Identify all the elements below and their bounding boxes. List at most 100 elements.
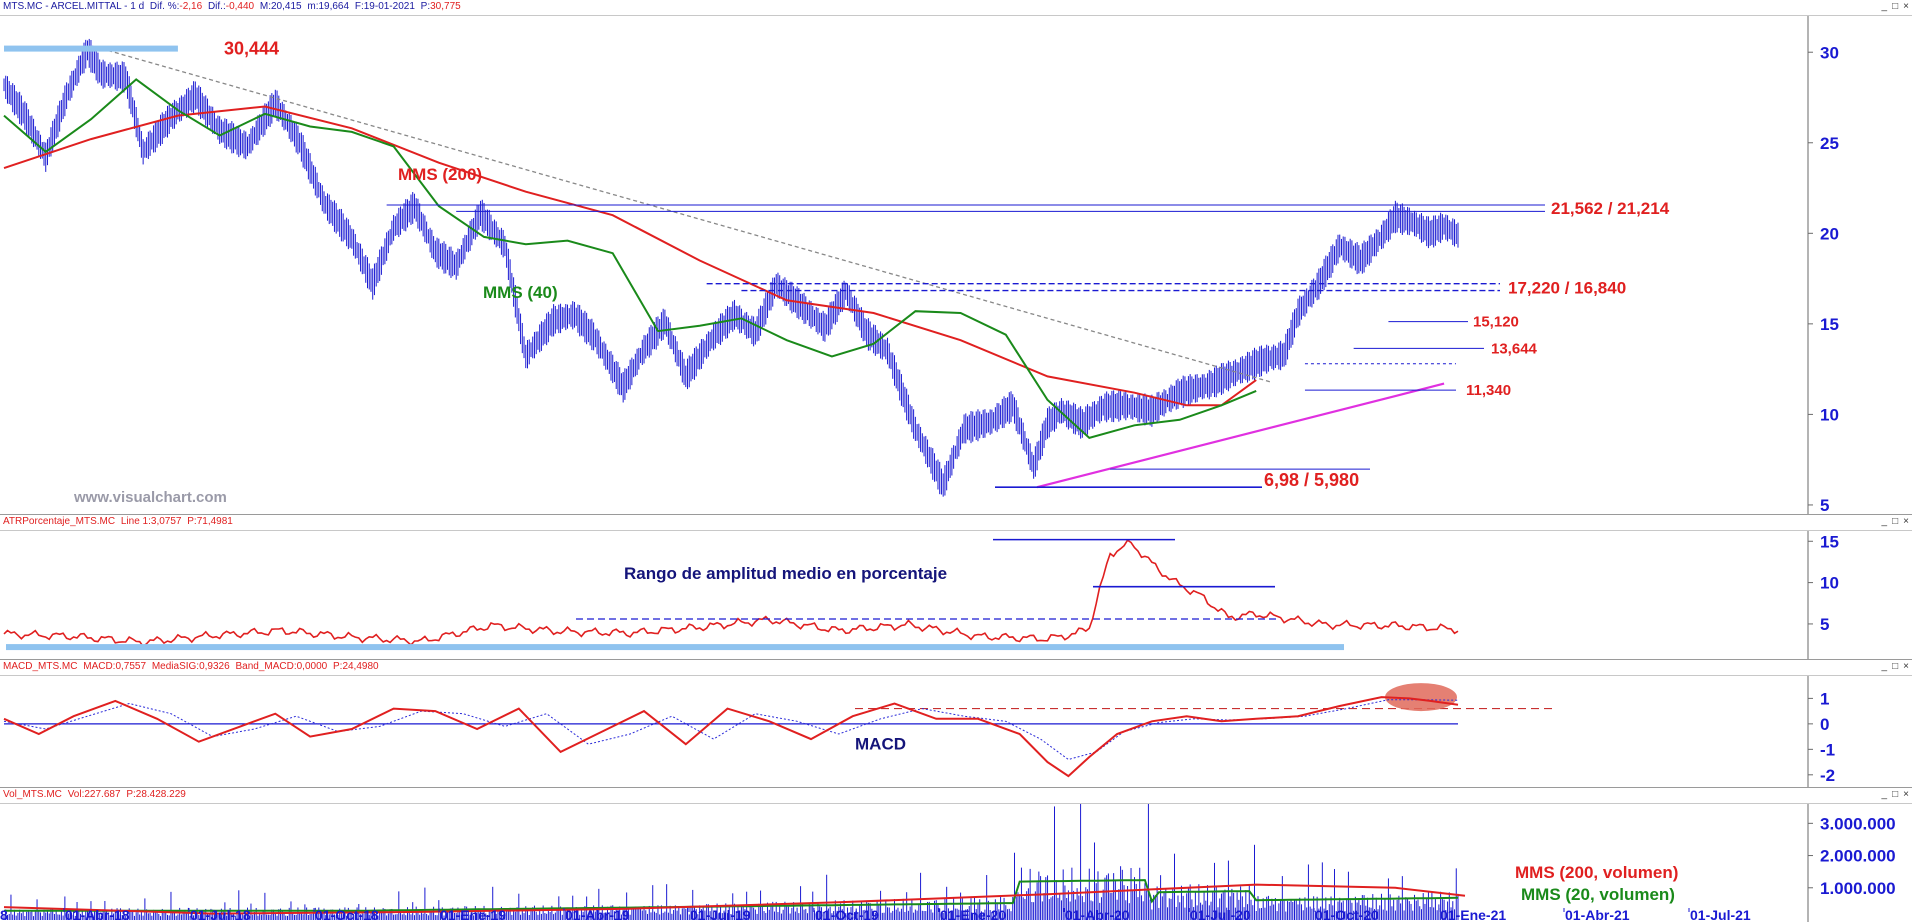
atr-panel: ATRPorcentaje_MTS.MC Line 1:3,0757 P:71,… [0, 515, 1912, 659]
y-tick-label: 15 [1820, 532, 1839, 551]
change-label: Dif.: [207, 1, 226, 12]
y-tick-label: 30 [1820, 43, 1839, 62]
y-tick-label: 1 [1820, 690, 1829, 709]
annotation-vol-mms20: MMS (20, volumen) [1521, 885, 1675, 904]
volume-chart: 3.000.000 2.000.000 1.000.000 MMS (200, vol… [0, 804, 1896, 922]
vol-label: Vol: [67, 789, 85, 800]
vol-p-label: P: [126, 789, 136, 800]
macd-value: 0,7557 [115, 661, 147, 672]
watermark: www.visualchart.com [73, 489, 227, 506]
close-icon[interactable]: × [1903, 1, 1909, 12]
change-pct-value: -2,16 [179, 1, 203, 12]
macd-chart: 1 0 -1 -2 MACD [3, 676, 1835, 787]
annotation-level-15: 15,120 [1473, 314, 1519, 331]
atr-name: ATRPorcentaje_MTS.MC [3, 516, 116, 527]
band-value: 0,0000 [296, 661, 328, 672]
annotation-macd: MACD [855, 734, 906, 753]
y-tick-label: 0 [1820, 715, 1829, 734]
min-label: m: [307, 1, 319, 12]
x-tick-label: 01-Abr-21 [1565, 907, 1630, 922]
vol-p-value: 28.428.229 [135, 789, 186, 800]
atr-highlight-bar [6, 644, 1344, 651]
max-value: 20,415 [270, 1, 302, 12]
annotation-level-13: 13,644 [1491, 340, 1538, 357]
date-label: F: [354, 1, 364, 12]
annotation-max: 30,444 [224, 39, 279, 59]
macd-name: MACD_MTS.MC [3, 661, 78, 672]
band-label: Band_MACD: [235, 661, 297, 672]
y-tick-label: 15 [1820, 315, 1839, 334]
y-tick-label: 10 [1820, 574, 1839, 593]
minimize-icon[interactable]: _ [1881, 789, 1888, 800]
x-tick-label: 01-Jul-19 [690, 907, 751, 922]
volume-panel-header: Vol_MTS.MC Vol:227.687 P:28.428.229 _ □ × [0, 788, 1912, 804]
atr-chart: 15 10 5 Rango de amplitud medio en porcenta… [3, 531, 1839, 659]
sig-label: MediaSIG: [151, 661, 200, 672]
price-value: 30,775 [430, 1, 461, 12]
volume-panel: Vol_MTS.MC Vol:227.687 P:28.428.229 _ □ × … [0, 788, 1912, 922]
minimize-icon[interactable]: _ [1881, 1, 1888, 12]
atr-window-buttons: _ □ × [1877, 515, 1909, 529]
mms-40-line [3, 78, 1257, 440]
atr-p-label: P: [187, 516, 197, 527]
minimize-icon[interactable]: _ [1881, 661, 1888, 672]
minimize-icon[interactable]: _ [1881, 516, 1888, 527]
x-tick-label: 01-Ene-19 [440, 907, 506, 922]
y-tick-label: 2.000.000 [1820, 847, 1896, 866]
x-tick-label: 01-Jul-18 [190, 907, 251, 922]
max-label: M: [259, 1, 271, 12]
uptrend-line [1036, 382, 1445, 489]
macd-p-label: P: [332, 661, 343, 672]
close-icon[interactable]: × [1903, 661, 1909, 672]
price-chart: 30 25 20 15 10 5 30,444 MMS (200) MMS (40) 21,562… [3, 16, 1839, 514]
annotation-level-6: 6,98 / 5,980 [1264, 470, 1359, 490]
x-tick-label: 01-Oct-18 [315, 907, 379, 922]
x-tick-label-partial: 8 [0, 907, 8, 922]
annotation-atr: Rango de amplitud medio en porcentaje [624, 564, 947, 583]
x-tick-label: 01-Abr-18 [65, 907, 130, 922]
maximize-icon[interactable]: □ [1892, 516, 1899, 527]
change-value: -0,440 [225, 1, 255, 12]
close-icon[interactable]: × [1903, 516, 1909, 527]
volume-window-buttons: _ □ × [1877, 788, 1909, 802]
y-tick-label: -2 [1820, 766, 1835, 785]
symbol-label: MTS.MC - ARCEL.MITTAL - 1 d [3, 1, 145, 12]
annotation-vol-mms200: MMS (200, volumen) [1515, 863, 1678, 882]
price-bars [3, 38, 1459, 497]
y-tick-label: -1 [1820, 740, 1835, 759]
y-tick-label: 5 [1820, 496, 1829, 514]
macd-panel: MACD_MTS.MC MACD:0,7557 MediaSIG:0,9326 … [0, 660, 1912, 787]
macd-highlight-ellipse [1385, 683, 1457, 712]
price-panel: MTS.MC - ARCEL.MITTAL - 1 d Dif. %:-2,16… [0, 0, 1912, 514]
y-tick-label: 10 [1820, 406, 1839, 425]
x-tick-label: 01-Jul-20 [1190, 907, 1251, 922]
macd-line [3, 696, 1459, 778]
x-tick-label: 01-Jul-21 [1690, 907, 1751, 922]
price-window-buttons: _ □ × [1877, 0, 1909, 14]
annotation-mms200: MMS (200) [398, 165, 482, 184]
macd-window-buttons: _ □ × [1877, 660, 1909, 674]
atr-line-value: 3,0757 [150, 516, 182, 527]
atr-p-value: 71,4981 [196, 516, 233, 527]
change-pct-label: Dif. %: [149, 1, 180, 12]
downtrend-line [101, 47, 1271, 383]
vol-value: 227.687 [84, 789, 121, 800]
price-panel-header: MTS.MC - ARCEL.MITTAL - 1 d Dif. %:-2,16… [0, 0, 1912, 16]
max-highlight-bar [4, 45, 178, 52]
x-tick-label: 01-Oct-19 [815, 907, 879, 922]
maximize-icon[interactable]: □ [1892, 1, 1899, 12]
annotation-mms40: MMS (40) [483, 283, 558, 302]
y-tick-label: 1.000.000 [1820, 879, 1896, 898]
close-icon[interactable]: × [1903, 789, 1909, 800]
atr-line [3, 539, 1459, 648]
y-tick-label: 25 [1820, 134, 1839, 153]
mms-200-line [3, 105, 1257, 407]
x-tick-label: 01-Abr-20 [1065, 907, 1130, 922]
x-tick-label: 01-Abr-19 [565, 907, 630, 922]
date-value: 19-01-2021 [363, 1, 415, 12]
y-tick-label: 20 [1820, 224, 1839, 243]
maximize-icon[interactable]: □ [1892, 661, 1899, 672]
x-tick-label: 01-Ene-20 [940, 907, 1006, 922]
macd-p-value: 24,4980 [342, 661, 379, 672]
maximize-icon[interactable]: □ [1892, 789, 1899, 800]
